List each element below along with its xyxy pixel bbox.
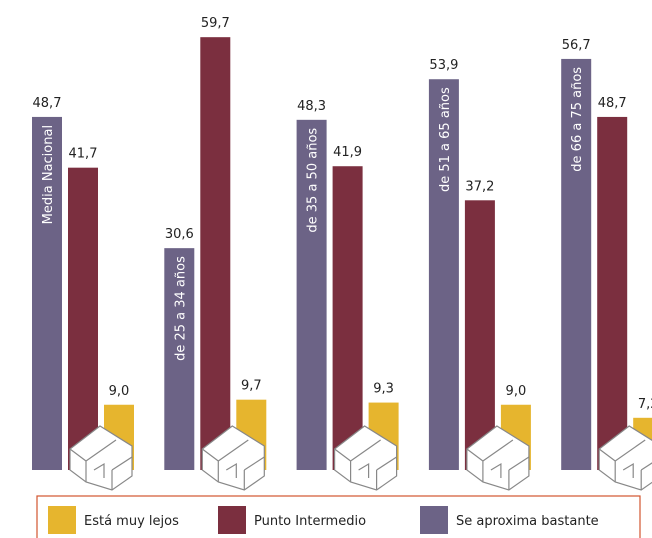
value-label: 37,2 [465,179,494,194]
bar [200,37,231,471]
value-label: 41,7 [69,147,98,162]
bar [68,167,98,471]
bar [597,116,628,471]
house-icon [334,425,398,491]
legend-swatch [48,506,76,534]
category-label: de 51 a 65 años [438,87,453,192]
house-line [466,439,530,490]
bar [296,119,327,470]
legend-swatch [218,506,246,534]
value-label: 7,2 [638,397,652,412]
legend-label: Está muy lejos [84,514,179,529]
category-label: Media Nacional [41,125,56,224]
value-label: 53,9 [429,58,458,73]
value-label: 59,7 [201,16,230,31]
legend-label: Se aproxima bastante [456,514,599,529]
bar [32,116,62,471]
value-label: 30,6 [165,227,194,242]
house-shape [598,425,652,491]
value-label: 9,0 [109,384,130,399]
house-line [334,439,397,490]
house-icon [598,425,652,491]
bar [464,200,495,471]
house-icon [466,425,530,491]
value-label: 48,7 [33,96,62,111]
legend-box [36,495,641,538]
value-label: 48,3 [297,99,326,114]
legend-label: Punto Intermedio [254,514,366,529]
category-label: de 25 a 34 años [173,256,188,361]
value-label: 48,7 [598,96,627,111]
category-label: de 35 a 50 años [306,128,321,233]
value-label: 9,3 [373,382,394,397]
bar [561,58,592,471]
value-label: 9,7 [241,379,262,394]
house-icon [201,425,265,491]
category-label: de 66 a 75 años [570,67,585,172]
bar [164,248,195,470]
house-line [598,439,652,490]
value-label: 56,7 [562,38,591,53]
house-line [69,439,133,490]
legend-swatch [420,506,448,534]
bar [428,79,459,470]
bar [332,166,363,470]
value-label: 9,0 [506,384,527,399]
house-icon [69,425,133,491]
value-label: 41,9 [333,145,362,160]
house-line [201,439,265,490]
